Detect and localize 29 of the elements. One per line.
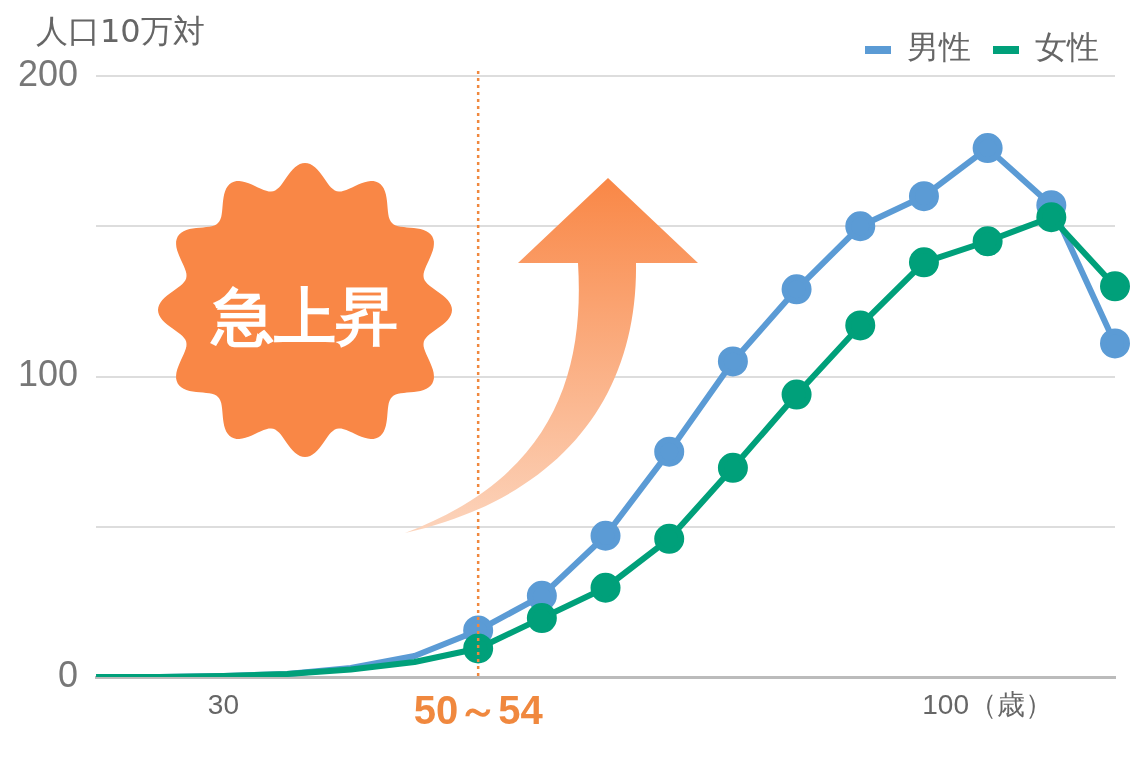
legend-label: 男性 bbox=[907, 28, 971, 67]
point bbox=[463, 633, 494, 664]
annotation: 急上昇 bbox=[209, 279, 399, 355]
x-tick-label: 100（歳） bbox=[922, 688, 1053, 720]
point bbox=[908, 181, 939, 212]
point bbox=[654, 436, 685, 467]
point bbox=[781, 274, 812, 305]
point bbox=[845, 211, 876, 242]
point bbox=[590, 572, 621, 603]
x-tick-label: 50～54 bbox=[413, 688, 544, 733]
point bbox=[526, 603, 557, 634]
y-tick-label: 200 bbox=[17, 52, 79, 94]
y-tick-label: 0 bbox=[58, 653, 79, 695]
point bbox=[590, 520, 621, 551]
y-tick-label: 100 bbox=[17, 353, 79, 395]
point bbox=[845, 310, 876, 341]
y-axis-title: 人口10万対 bbox=[36, 12, 205, 51]
point bbox=[908, 247, 939, 278]
point bbox=[1036, 202, 1067, 233]
point bbox=[1100, 328, 1130, 359]
x-tick-label: 30 bbox=[207, 688, 240, 720]
point bbox=[717, 452, 748, 483]
point bbox=[654, 523, 685, 554]
point bbox=[717, 346, 748, 377]
legend-label: 女性 bbox=[1035, 28, 1099, 67]
point bbox=[781, 379, 812, 410]
point bbox=[1100, 271, 1130, 302]
point bbox=[972, 226, 1003, 257]
point bbox=[972, 133, 1003, 164]
